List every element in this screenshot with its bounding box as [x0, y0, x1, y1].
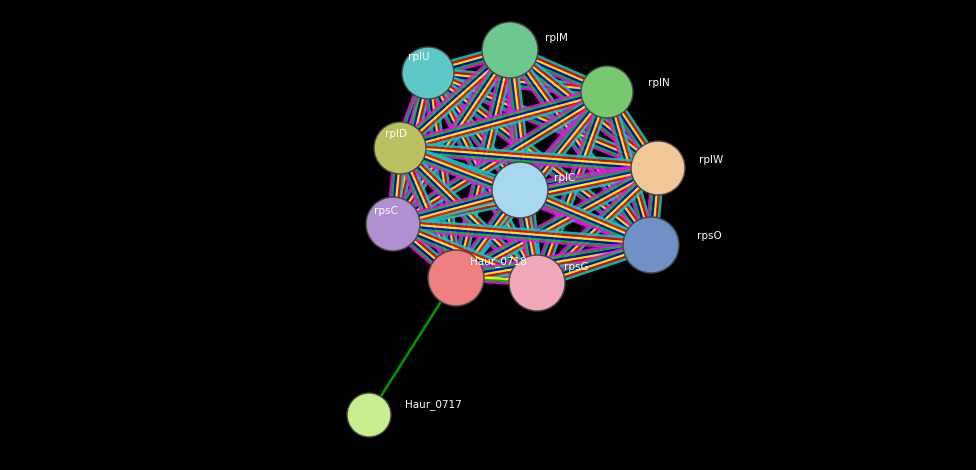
Text: Haur_0717: Haur_0717 [405, 400, 462, 410]
Circle shape [428, 250, 484, 306]
Circle shape [347, 393, 391, 437]
Text: rplU: rplU [408, 52, 429, 62]
Text: rplC: rplC [554, 173, 576, 183]
Text: Haur_0718: Haur_0718 [470, 257, 527, 267]
Text: rplD: rplD [385, 129, 407, 139]
Text: rplN: rplN [648, 78, 670, 88]
Circle shape [366, 197, 420, 251]
Circle shape [581, 66, 633, 118]
Text: rpsO: rpsO [697, 231, 721, 241]
Text: rplW: rplW [699, 155, 723, 165]
Text: rpsC: rpsC [374, 206, 398, 216]
Circle shape [492, 162, 548, 218]
Circle shape [623, 217, 679, 273]
Text: rplM: rplM [545, 33, 568, 43]
Circle shape [509, 255, 565, 311]
Circle shape [631, 141, 685, 195]
Circle shape [402, 47, 454, 99]
Text: rpsG: rpsG [564, 262, 589, 272]
Circle shape [482, 22, 538, 78]
Circle shape [374, 122, 426, 174]
